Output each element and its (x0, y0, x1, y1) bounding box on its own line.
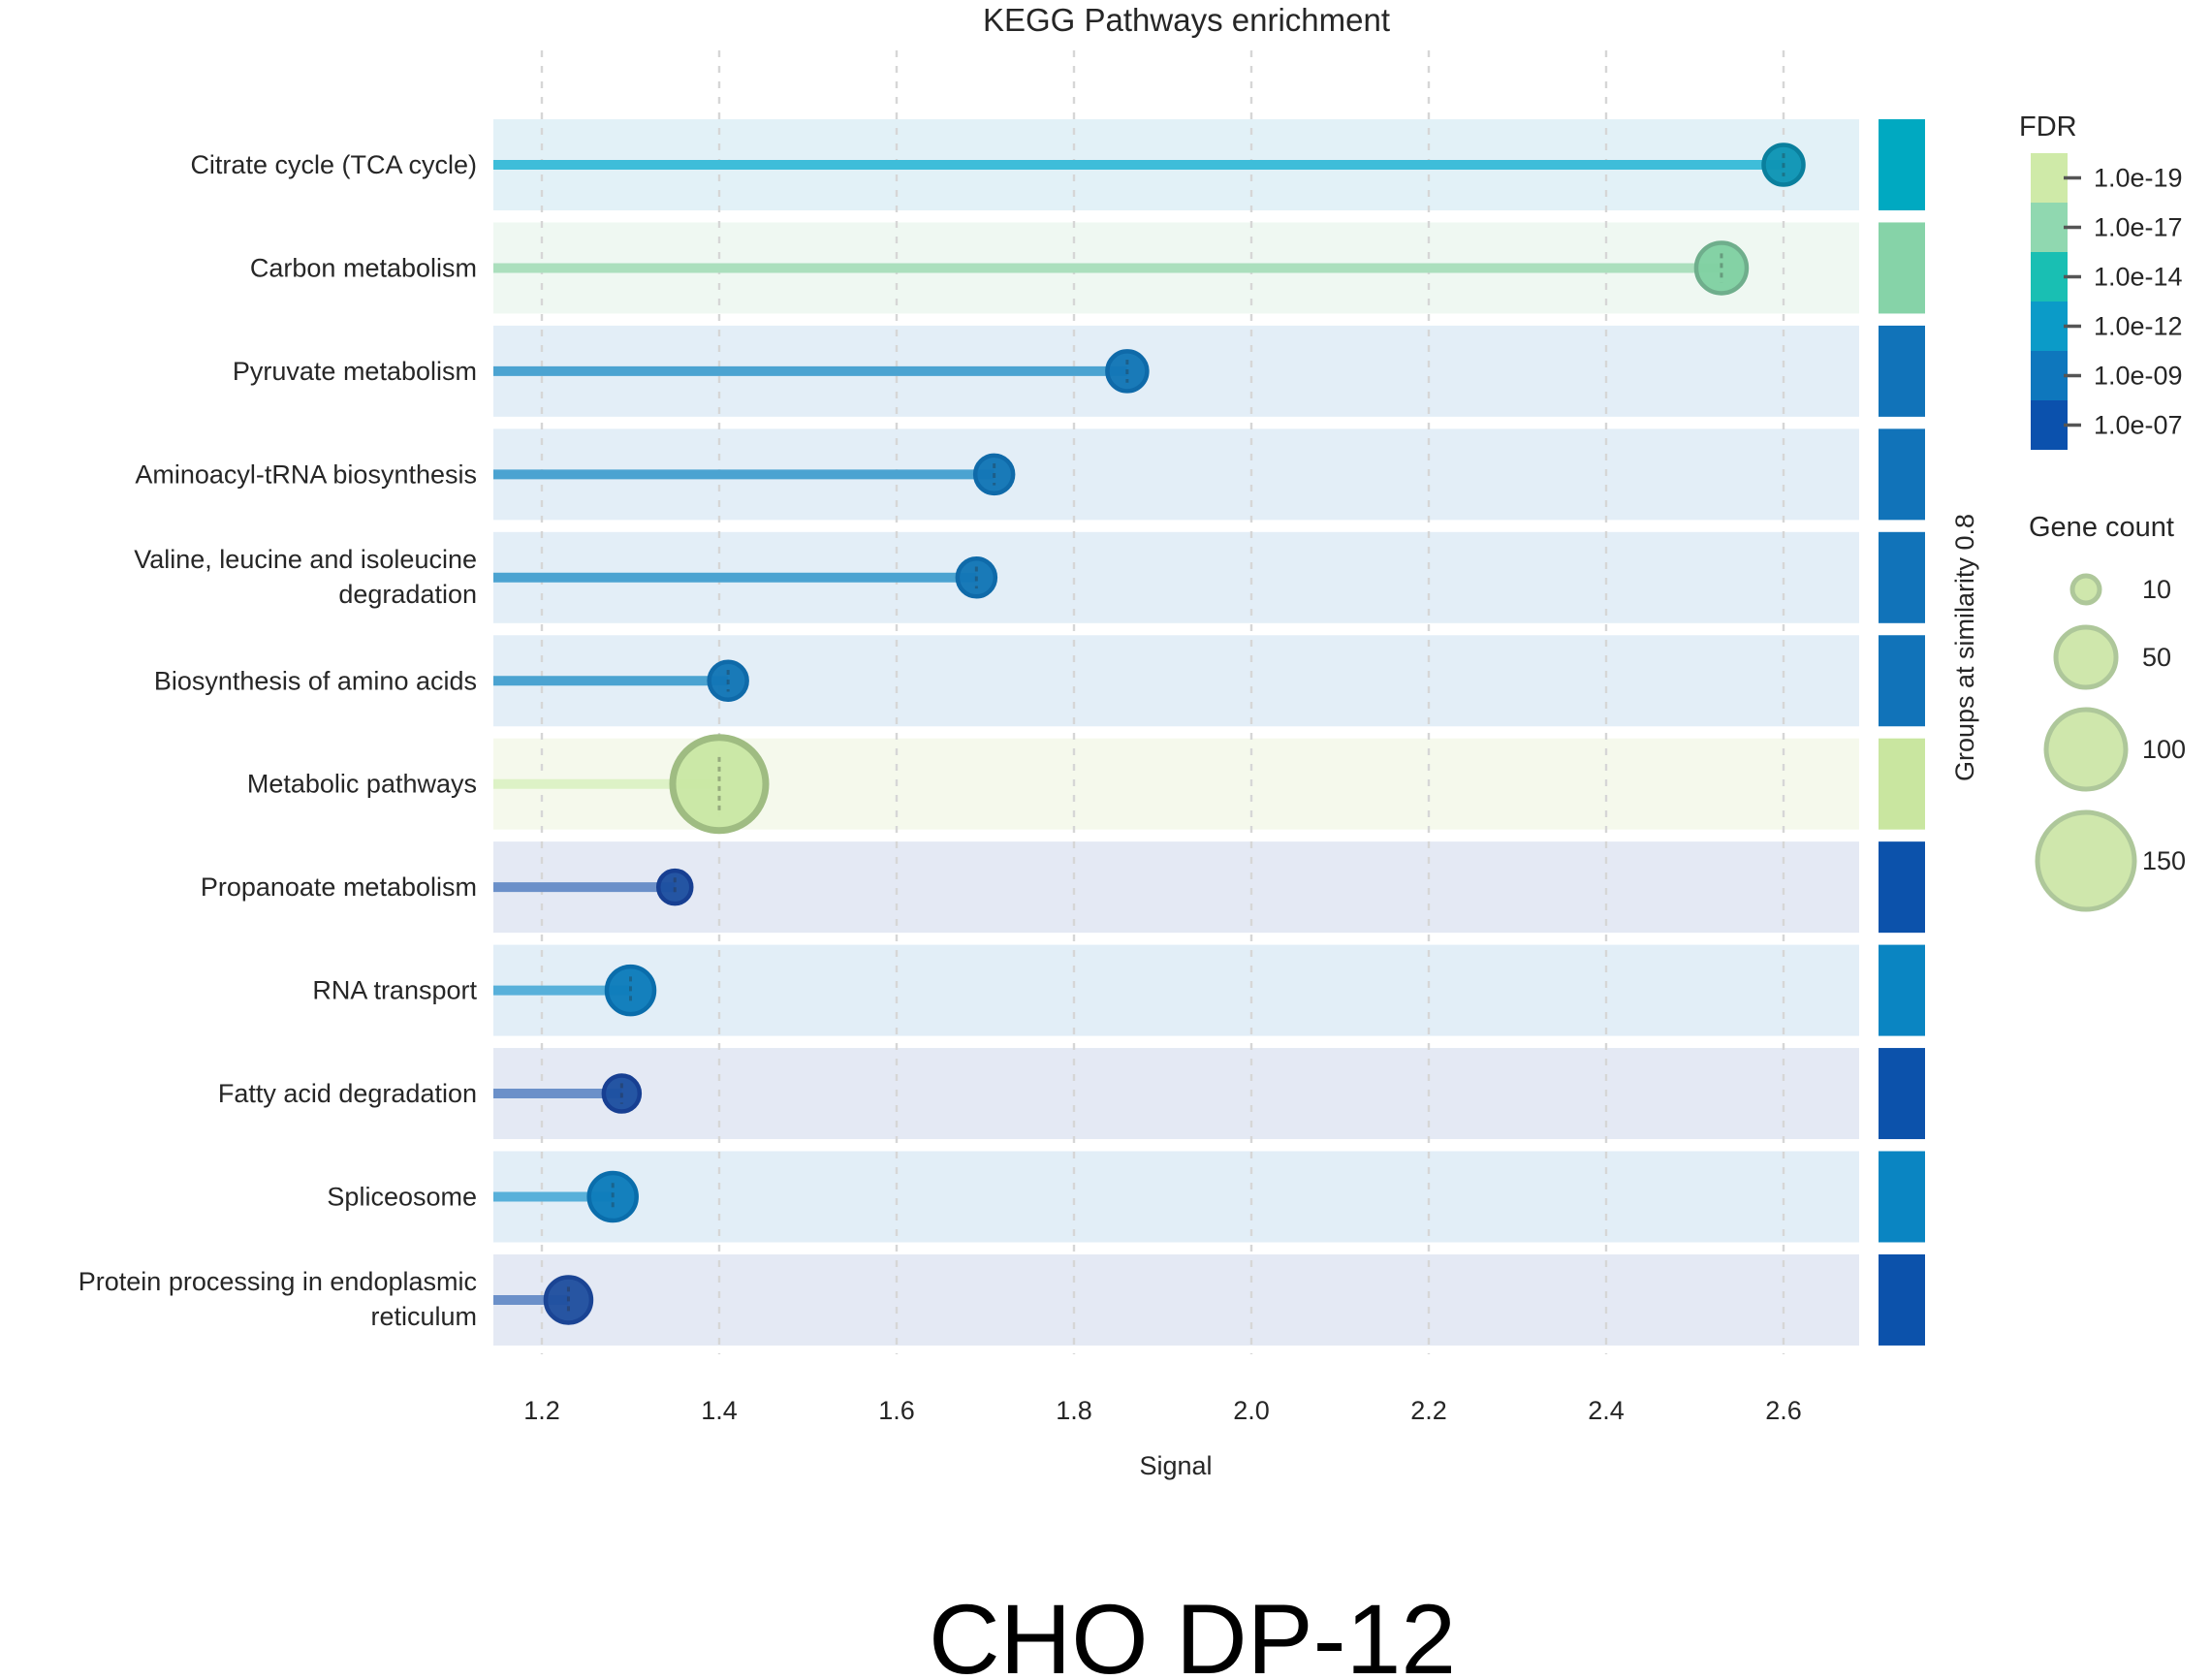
lollipop-dot (972, 453, 1016, 496)
lollipop-dot (1761, 143, 1806, 187)
gene-count-legend-bubble (2053, 624, 2119, 690)
group-strip-cell (1879, 531, 1925, 623)
fdr-legend-swatch (2031, 301, 2068, 351)
group-strip-cell (1879, 119, 1925, 210)
y-axis-label: Metabolic pathways (247, 770, 477, 799)
x-tick-label: 2.2 (1410, 1396, 1447, 1425)
lollipop-dot (1693, 240, 1750, 296)
group-strip-cell (1879, 1253, 1925, 1346)
fdr-legend-label: 1.0e-07 (2094, 411, 2183, 440)
x-axis: 1.2 1.4 1.6 1.8 2.0 2.2 2.4 2.6 (523, 1396, 1802, 1425)
lollipop-dot (707, 659, 749, 702)
fdr-legend-label: 1.0e-09 (2094, 362, 2183, 391)
lollipop-dot (656, 868, 694, 906)
fdr-legend-swatch (2031, 400, 2068, 450)
figure-caption: CHO DP-12 (929, 1584, 1456, 1680)
x-tick-label: 1.6 (878, 1396, 915, 1425)
group-strip-cell (1879, 1151, 1925, 1243)
y-axis-label: Protein processing in endoplasmic reticul… (79, 1267, 477, 1331)
fdr-legend-swatch (2031, 153, 2068, 203)
row-band (493, 841, 1859, 934)
fdr-legend-swatch (2031, 351, 2068, 400)
gene-count-legend-bubble (2069, 573, 2102, 606)
y-axis-label: RNA transport (312, 976, 477, 1005)
fdr-legend-label: 1.0e-14 (2094, 263, 2183, 292)
legends: 1.0e-19 1.0e-17 1.0e-14 1.0e-12 1.0e-09 1.0e-… (2031, 153, 2186, 912)
fdr-legend-swatch (2031, 203, 2068, 252)
chart-title: KEGG Pathways enrichment (983, 2, 1390, 38)
fdr-legend-label: 1.0e-12 (2094, 312, 2183, 341)
lollipop-dot (586, 1170, 639, 1223)
gene-count-legend-title: Gene count (2029, 512, 2174, 543)
y-axis-label: Spliceosome (327, 1183, 477, 1212)
lollipop-dot (601, 1073, 643, 1114)
lollipop-dot (1105, 349, 1150, 394)
fdr-legend-label: 1.0e-17 (2094, 213, 2183, 242)
lollipop-dot (669, 734, 770, 835)
y-axis-label: Fatty acid degradation (218, 1079, 477, 1108)
row-bands (493, 119, 1859, 1346)
group-strip (1879, 119, 1925, 1346)
gene-count-legend-bubble (2043, 707, 2129, 792)
gene-count-legend-bubble (2035, 809, 2137, 912)
y-axis-label: Valine, leucine and isoleucine degradatio… (134, 545, 477, 609)
fdr-legend-title: FDR (2019, 111, 2077, 143)
lollipops (493, 143, 1806, 1325)
group-strip-cell (1879, 1048, 1925, 1140)
gene-count-legend-label: 150 (2142, 846, 2186, 875)
group-strip-cell (1879, 738, 1925, 830)
y-axis-label: Propanoate metabolism (201, 872, 477, 902)
row-band (493, 1048, 1859, 1140)
x-tick-label: 2.6 (1765, 1396, 1802, 1425)
lollipop-dot (604, 964, 657, 1017)
y-axis-label: Aminoacyl-tRNA biosynthesis (135, 460, 477, 489)
y-axis-label: Pyruvate metabolism (233, 357, 477, 386)
fdr-legend-label: 1.0e-19 (2094, 164, 2183, 193)
group-strip-cell (1879, 635, 1925, 727)
lollipop-dot (543, 1275, 594, 1325)
gene-count-legend-label: 100 (2142, 735, 2186, 764)
group-strip-cell (1879, 841, 1925, 934)
row-band (493, 1151, 1859, 1243)
right-axis-label: Groups at similarity 0.8 (1950, 514, 1979, 781)
fdr-legend-swatch (2031, 252, 2068, 301)
lollipop-dot (955, 556, 998, 599)
group-strip-cell (1879, 325, 1925, 417)
group-strip-cell (1879, 428, 1925, 521)
group-strip-cell (1879, 222, 1925, 314)
row-band (493, 944, 1859, 1036)
row-band (493, 1253, 1859, 1346)
x-tick-label: 2.0 (1233, 1396, 1270, 1425)
gene-count-legend-label: 50 (2142, 643, 2171, 672)
y-axis-label: Biosynthesis of amino acids (154, 666, 477, 695)
y-axis-labels: Citrate cycle (TCA cycle) Carbon metaboli… (79, 150, 478, 1331)
y-axis-label: Citrate cycle (TCA cycle) (190, 150, 477, 179)
y-axis-label: Carbon metabolism (250, 253, 477, 282)
x-tick-label: 1.8 (1056, 1396, 1092, 1425)
x-tick-label: 1.4 (701, 1396, 738, 1425)
group-strip-cell (1879, 944, 1925, 1036)
gene-count-legend-label: 10 (2142, 575, 2171, 604)
x-tick-label: 2.4 (1588, 1396, 1625, 1425)
x-axis-title: Signal (1139, 1451, 1212, 1480)
x-tick-label: 1.2 (523, 1396, 560, 1425)
